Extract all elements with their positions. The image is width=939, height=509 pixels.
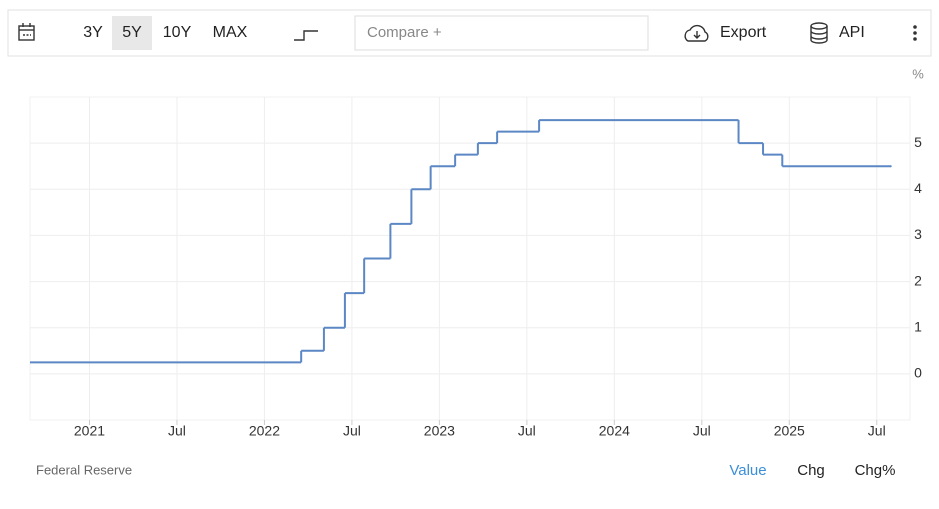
compare-placeholder: Compare + <box>367 24 442 41</box>
menu-icon[interactable] <box>913 25 917 41</box>
y-tick-label: 0 <box>914 365 922 381</box>
x-tick-label: Jul <box>868 423 886 439</box>
line-end <box>889 165 892 168</box>
x-tick-label: Jul <box>168 423 186 439</box>
range-button[interactable]: 10Y <box>163 24 192 41</box>
x-tick-label: 2022 <box>249 423 280 439</box>
range-button[interactable]: MAX <box>213 24 248 41</box>
y-tick-label: 2 <box>914 272 922 288</box>
api-button[interactable]: API <box>839 24 865 41</box>
range-button[interactable]: 5Y <box>122 24 142 41</box>
calendar-icon[interactable] <box>18 23 35 41</box>
y-tick-label: 1 <box>914 318 922 334</box>
view-tab[interactable]: Value <box>729 462 766 479</box>
x-tick-label: 2025 <box>774 423 805 439</box>
source-label: Federal Reserve <box>36 462 132 477</box>
view-tab[interactable]: Chg% <box>855 462 896 479</box>
y-tick-label: 5 <box>914 134 922 150</box>
x-tick-label: Jul <box>518 423 536 439</box>
y-tick-label: 4 <box>914 180 922 196</box>
y-tick-label: 3 <box>914 226 922 242</box>
export-button[interactable]: Export <box>720 24 767 41</box>
range-button[interactable]: 3Y <box>83 24 103 41</box>
view-tab[interactable]: Chg <box>797 462 825 479</box>
y-axis-label: % <box>912 66 924 81</box>
range-selected <box>112 16 152 50</box>
x-tick-label: Jul <box>343 423 361 439</box>
x-tick-label: 2021 <box>74 423 105 439</box>
api-icon[interactable] <box>810 22 828 44</box>
chart-type-icon[interactable] <box>294 30 318 41</box>
plot-area <box>29 96 911 421</box>
x-tick-label: Jul <box>693 423 711 439</box>
x-tick-label: 2023 <box>424 423 455 439</box>
x-tick-label: 2024 <box>599 423 630 439</box>
compare-input[interactable] <box>354 15 649 51</box>
export-icon[interactable] <box>684 24 709 42</box>
